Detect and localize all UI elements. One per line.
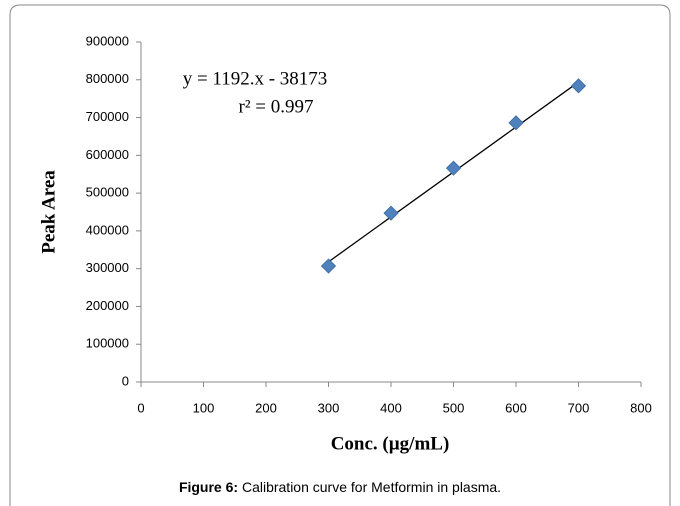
y-tick-label: 900000 [86, 33, 129, 48]
data-point [445, 160, 462, 176]
x-tick-label: 500 [443, 400, 465, 415]
data-point [508, 115, 524, 131]
x-tick-label: 600 [505, 400, 527, 415]
x-tick-label: 400 [380, 400, 402, 415]
y-tick-label: 500000 [86, 185, 129, 200]
x-tick-label: 200 [255, 400, 277, 415]
y-tick-label: 400000 [86, 222, 129, 237]
data-point [570, 78, 587, 94]
r-squared: r² = 0.997 [239, 96, 314, 117]
data-point [383, 205, 399, 221]
x-tick-label: 800 [630, 400, 652, 415]
data-point [320, 258, 337, 274]
x-axis-label: Conc. (µg/mL) [331, 433, 450, 454]
equation: y = 1192.x - 38173 [183, 68, 328, 89]
y-tick-label: 800000 [86, 71, 129, 86]
caption-label: Figure 6: [179, 479, 238, 495]
y-tick-label: 100000 [86, 336, 129, 351]
x-tick-label: 300 [318, 400, 340, 415]
y-tick-label: 300000 [86, 260, 129, 275]
frame [9, 4, 671, 506]
y-tick-label: 700000 [86, 109, 129, 124]
caption-text: Calibration curve for Metformin in plasm… [242, 479, 501, 495]
y-tick-label: 0 [122, 373, 129, 388]
y-axis-label: Peak Area [38, 170, 59, 254]
y-tick-label: 200000 [86, 298, 129, 313]
y-tick-label: 600000 [86, 147, 129, 162]
caption: Figure 6: Calibration curve for Metformi… [179, 479, 501, 495]
x-tick-label: 0 [137, 400, 144, 415]
x-tick-label: 100 [193, 400, 215, 415]
x-tick-label: 700 [568, 400, 590, 415]
